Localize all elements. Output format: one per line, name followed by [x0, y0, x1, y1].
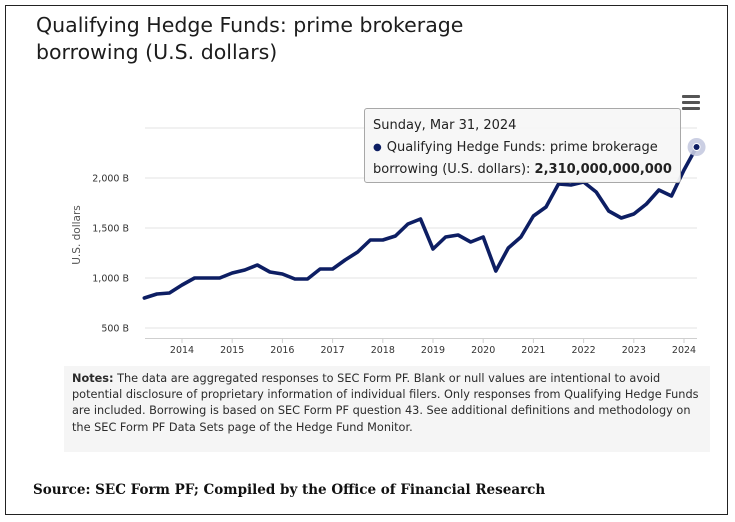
x-tick-label: 2024 — [672, 345, 696, 356]
x-tick-label: 2021 — [521, 345, 545, 356]
notes-label: Notes: — [72, 372, 114, 385]
hovered-point[interactable] — [692, 143, 701, 151]
x-tick-label: 2016 — [270, 345, 294, 356]
hover-highlight — [687, 138, 706, 156]
y-tick-label: 1,500 B — [92, 224, 129, 235]
x-tick-label: 2015 — [220, 345, 244, 356]
notes-text: The data are aggregated responses to SEC… — [72, 372, 699, 434]
y-tick-label: 1,000 B — [92, 274, 129, 285]
y-axis-label: U.S. dollars — [71, 205, 83, 265]
x-tick-label: 2018 — [371, 345, 395, 356]
x-tick-label: 2022 — [572, 345, 596, 356]
x-tick-label: 2019 — [421, 345, 445, 356]
x-tick-label: 2014 — [170, 345, 194, 356]
chart-menu-button[interactable] — [680, 93, 702, 113]
x-tick-label: 2023 — [622, 345, 646, 356]
hamburger-menu-icon — [682, 95, 700, 98]
tooltip-series-label: Qualifying Hedge Funds: prime brokerage … — [373, 140, 658, 177]
data-tooltip: Sunday, Mar 31, 2024 ● Qualifying Hedge F… — [364, 108, 681, 183]
tooltip-series: ● Qualifying Hedge Funds: prime brokerage… — [373, 137, 672, 181]
tooltip-date: Sunday, Mar 31, 2024 — [373, 118, 517, 133]
y-tick-label: 2,000 B — [92, 174, 129, 185]
source-line: Source: SEC Form PF; Compiled by the Off… — [33, 482, 546, 498]
notes-box: Notes: The data are aggregated responses… — [64, 366, 710, 452]
data-series — [142, 145, 699, 300]
series-line — [142, 145, 699, 300]
y-tick-label: 500 B — [101, 324, 129, 335]
y-axis-ticks: 500 B 1,000 B 1,500 B 2,000 B — [92, 174, 129, 335]
chart-title: Qualifying Hedge Funds: prime brokerage … — [36, 13, 464, 64]
x-tick-label: 2017 — [321, 345, 345, 356]
x-axis-ticks: 2014 2015 2016 2017 2018 2019 2020 2021 2022 2023… — [145, 338, 697, 356]
series-dot-icon: ● — [373, 142, 382, 153]
x-tick-label: 2020 — [471, 345, 495, 356]
tooltip-value: 2,310,000,000,000 — [534, 162, 672, 177]
